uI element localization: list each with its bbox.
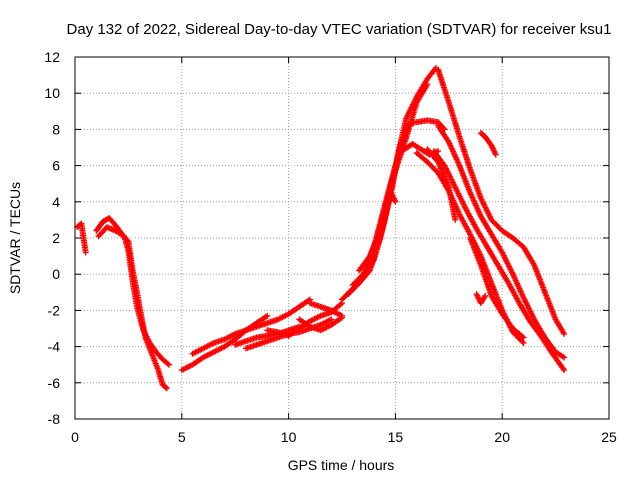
y-tick-label: -4: [48, 339, 61, 355]
data-point: [264, 312, 271, 319]
data-point: [339, 312, 345, 319]
grid: [75, 57, 609, 419]
x-tick-label: 25: [601, 429, 617, 445]
series-fall-5: [424, 146, 459, 223]
series-fall-4: [413, 149, 527, 346]
series-fall-3: [430, 148, 568, 374]
series-fall-7: [477, 130, 499, 158]
x-tick-label: 10: [281, 429, 297, 445]
data-point: [163, 385, 170, 392]
x-tick-label: 20: [494, 429, 510, 445]
data-point: [482, 292, 489, 299]
ticks: [74, 56, 610, 420]
series-fall-6: [467, 235, 527, 341]
data-point: [520, 339, 527, 346]
x-tick-label: 5: [178, 429, 186, 445]
data-marker-fill: [519, 333, 526, 340]
data-point: [424, 81, 431, 88]
series-early-1: [74, 220, 89, 256]
data-point: [328, 316, 335, 323]
y-tick-label: 8: [52, 121, 60, 137]
data-point: [392, 198, 399, 205]
series-rise-5: [371, 189, 399, 251]
data-point: [165, 361, 172, 368]
series-fall-1: [435, 66, 568, 337]
series-fall-8: [473, 291, 489, 307]
y-tick-label: 4: [52, 194, 60, 210]
series-fall-2: [435, 122, 568, 361]
data-marker-fill: [305, 297, 312, 304]
series-mid-6: [296, 314, 345, 334]
x-tick-label: 0: [71, 429, 79, 445]
x-tick-label: 15: [388, 429, 404, 445]
y-tick-label: -6: [48, 375, 61, 391]
y-tick-label: 12: [44, 49, 60, 65]
data-point: [520, 334, 527, 341]
y-tick-label: -2: [48, 302, 61, 318]
series-early-2: [93, 215, 170, 392]
x-axis-label: GPS time / hours: [288, 457, 395, 473]
data-point: [561, 354, 568, 361]
data-point: [561, 330, 568, 337]
series-mid-7: [306, 300, 345, 319]
y-tick-label: 0: [52, 266, 60, 282]
data-point: [452, 216, 459, 223]
y-tick-label: 6: [52, 158, 60, 174]
y-tick-label: -8: [48, 411, 61, 427]
data-marker-fill: [519, 338, 526, 345]
y-tick-label: 2: [52, 230, 60, 246]
series-mid-2: [189, 296, 313, 357]
data-marker-fill: [262, 313, 269, 320]
tick-labels: 0 5 10 15 20 25 -8 -6 -4 -2 0 2 4 6 8 10 12: [44, 49, 617, 445]
data-point: [82, 249, 89, 256]
data-point: [561, 367, 568, 374]
data-point: [492, 151, 499, 158]
data-markers: [74, 64, 568, 392]
chart-title: Day 132 of 2022, Sidereal Day-to-day VTE…: [67, 21, 612, 38]
data-marker-fill: [337, 301, 344, 308]
y-axis-label: SDTVAR / TECUs: [7, 182, 23, 294]
y-tick-label: 10: [44, 85, 60, 101]
data-marker-fill: [162, 384, 169, 391]
data-marker-fill: [164, 360, 171, 367]
series-early-3: [95, 224, 172, 368]
